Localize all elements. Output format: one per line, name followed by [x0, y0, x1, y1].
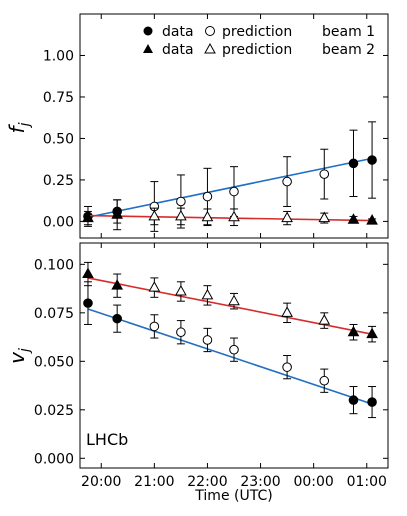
- top-prediction-point-beam-1: [282, 176, 292, 187]
- top-y-axis-label: fj: [5, 122, 33, 133]
- bottom-fit-line-beam-1: [87, 308, 373, 405]
- bottom-prediction-point-beam-1: [282, 362, 292, 372]
- x-tick-label: 22:00: [187, 474, 227, 490]
- bottom-prediction-point-beam-2: [228, 294, 240, 306]
- bottom-data-point-beam-2: [347, 325, 360, 337]
- bottom-prediction-point-beam-2: [201, 288, 214, 300]
- x-tick-label: 21:00: [134, 474, 174, 490]
- top-prediction-point-beam-2: [281, 211, 293, 223]
- bottom-prediction-point-beam-1: [176, 327, 186, 338]
- top-panel: 0.00 0.25 0.50 0.75 1.00 data prediction bea…: [5, 13, 389, 239]
- top-y-tick-label: 0.75: [43, 90, 74, 106]
- legend-data-marker-beam-2: [143, 44, 153, 53]
- legend-prediction-label-beam-2: prediction: [222, 42, 292, 58]
- bottom-prediction-point-beam-1: [149, 321, 160, 332]
- bottom-data-point-beam-1: [367, 397, 377, 407]
- bottom-data-point-beam-2: [82, 267, 94, 279]
- bottom-prediction-point-beam-1: [229, 344, 239, 355]
- legend-data-marker-beam-1: [143, 26, 153, 36]
- legend-prediction-label-beam-1: prediction: [222, 24, 292, 40]
- top-y-tick-label: 1.00: [43, 48, 74, 64]
- top-plot-frame: [79, 13, 389, 239]
- bottom-plot-frame: [79, 242, 389, 469]
- x-tick-label: 20:00: [81, 474, 121, 490]
- bottom-data-point-beam-2: [366, 327, 378, 339]
- legend: data prediction beam 1 data prediction b…: [143, 24, 375, 58]
- top-y-tick-label: 0.50: [43, 131, 74, 147]
- top-data-point-beam-1: [367, 155, 377, 165]
- bottom-y-tick-label: 0.075: [34, 306, 74, 322]
- bottom-prediction-point-beam-1: [202, 335, 213, 345]
- bottom-data-point-beam-1: [348, 395, 359, 405]
- top-prediction-point-beam-2: [228, 210, 240, 222]
- legend-prediction-marker-beam-1: [205, 26, 215, 36]
- bottom-y-tick-label: 0.050: [34, 354, 74, 370]
- top-data-point-beam-1: [348, 158, 359, 169]
- bottom-data-point-beam-1: [83, 298, 93, 308]
- top-prediction-point-beam-1: [319, 169, 330, 179]
- x-tick-label: 01:00: [347, 474, 387, 490]
- bottom-data-point-beam-2: [111, 279, 124, 290]
- bottom-panel: 0.000 0.025 0.050 0.075 0.100 20:00 21:00 22:00…: [5, 242, 389, 504]
- top-data-point-beam-2: [366, 214, 378, 225]
- bottom-prediction-point-beam-2: [281, 306, 293, 317]
- top-prediction-point-beam-2: [175, 209, 187, 221]
- legend-data-label-beam-2: data: [162, 42, 194, 58]
- top-data-point-beam-2: [347, 213, 360, 224]
- x-tick-label: 23:00: [240, 474, 280, 490]
- bottom-prediction-point-beam-2: [175, 284, 187, 296]
- legend-prediction-marker-beam-2: [204, 42, 216, 54]
- top-y-tick-label: 0.00: [43, 214, 74, 230]
- bottom-y-tick-label: 0.100: [34, 257, 74, 273]
- bottom-data-point-beam-1: [112, 313, 122, 324]
- legend-data-label-beam-1: data: [162, 24, 194, 40]
- top-data-point-beam-2: [111, 208, 124, 219]
- bottom-y-tick-label: 0.025: [34, 403, 74, 419]
- top-prediction-point-beam-2: [201, 210, 214, 222]
- top-prediction-point-beam-1: [202, 191, 213, 202]
- bottom-y-axis-label: vj: [5, 348, 33, 364]
- top-fit-line-beam-1: [87, 157, 373, 219]
- top-prediction-point-beam-2: [148, 209, 161, 221]
- bottom-prediction-point-beam-2: [148, 281, 161, 292]
- bottom-prediction-point-beam-2: [318, 314, 331, 325]
- top-y-tick-label: 0.25: [43, 173, 74, 189]
- legend-beam-label-2: beam 2: [322, 42, 375, 58]
- top-data-point-beam-2: [82, 211, 94, 223]
- bottom-fit-line-beam-2: [87, 277, 373, 335]
- top-prediction-point-beam-1: [229, 186, 239, 197]
- x-axis-label: Time (UTC): [194, 488, 272, 504]
- bottom-prediction-point-beam-1: [319, 375, 330, 386]
- legend-beam-label-1: beam 1: [322, 24, 375, 40]
- x-tick-label: 00:00: [293, 474, 333, 490]
- top-prediction-point-beam-1: [176, 196, 186, 207]
- bottom-y-tick-label: 0.000: [34, 451, 74, 467]
- lhcb-annotation: LHCb: [86, 430, 128, 449]
- top-prediction-point-beam-2: [318, 211, 331, 223]
